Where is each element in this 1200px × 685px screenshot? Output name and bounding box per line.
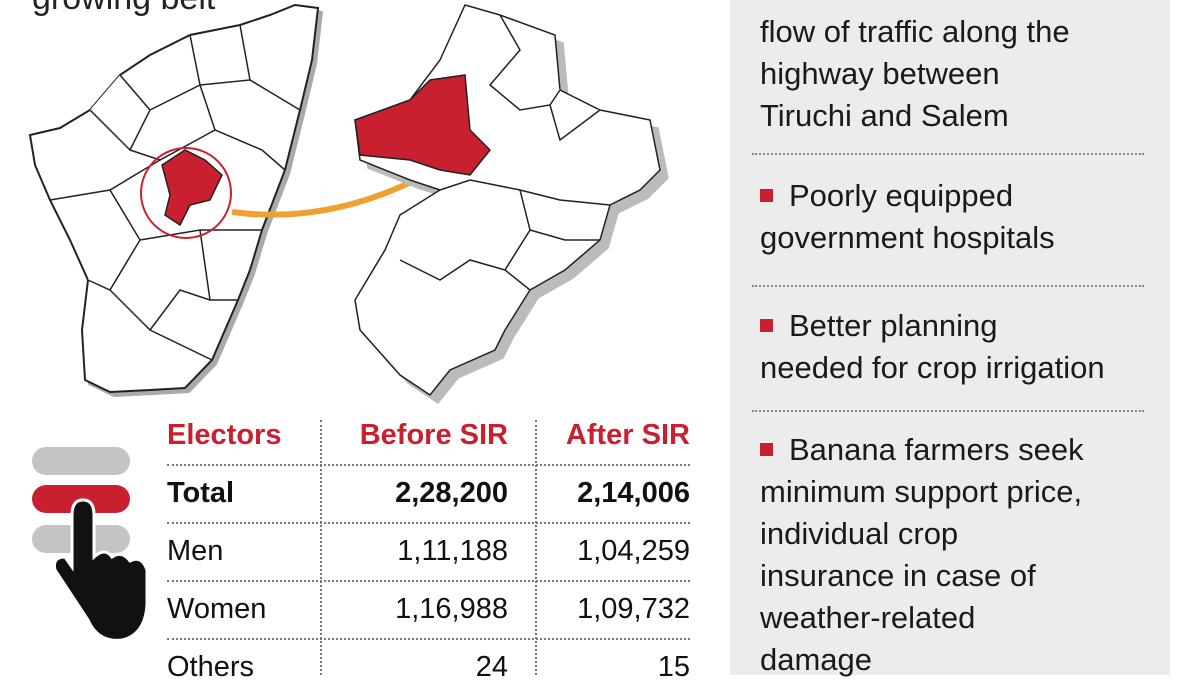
before-value: 1,16,988 [395,593,508,625]
issue-text: government hospitals [760,220,1055,255]
divider [752,410,1144,412]
issue-text: flow of traffic along the [760,14,1070,49]
row-label: Women [167,593,267,625]
region-map [354,4,661,397]
header-before-sir: Before SIR [359,419,508,451]
issue-text: minimum support price, [760,474,1083,509]
row-divider [167,522,690,524]
after-value: 1,04,259 [577,535,690,567]
row-label: Others [167,651,255,683]
divider [752,285,1144,287]
issue-text: Poorly equipped [789,178,1014,213]
issue-text: damage [760,642,873,677]
issue-text: weather-related [760,600,976,635]
issue-item: Better planning [760,305,998,347]
highlight-circle [140,147,232,239]
after-value: 1,09,732 [577,593,690,625]
after-value: 15 [657,651,690,683]
header-electors: Electors [167,419,282,451]
issue-text: highway between [760,56,1000,91]
before-value: 24 [475,651,508,683]
column-divider [320,420,322,675]
map-graphic [28,3,661,397]
after-value: 2,14,006 [577,477,690,509]
divider [752,153,1144,155]
column-divider [535,420,537,675]
issue-text: Better planning [789,308,998,343]
tamil-nadu-map [28,3,320,394]
row-divider [167,638,690,640]
bullet-square-icon [760,443,773,456]
before-value: 1,11,188 [397,535,508,567]
issue-item: Poorly equipped [760,175,1013,217]
row-divider [167,464,690,466]
bullet-square-icon [760,319,773,332]
before-value: 2,28,200 [395,477,508,509]
header-after-sir: After SIR [565,419,690,451]
arrow [231,172,427,218]
issue-text: individual crop [760,516,959,551]
issue-text: insurance in case of [760,558,1036,593]
issue-text: Tiruchi and Salem [760,98,1009,133]
issue-text: needed for crop irrigation [760,350,1105,385]
row-divider [167,580,690,582]
title-fragment: growing belt [32,0,215,18]
row-label: Men [167,535,224,567]
bullet-square-icon [760,189,773,202]
issue-text: Banana farmers seek [789,432,1084,467]
issue-item: Banana farmers seek [760,429,1084,471]
row-label: Total [167,477,235,509]
issues-panel: flow of traffic along the highway betwee… [730,0,1170,677]
